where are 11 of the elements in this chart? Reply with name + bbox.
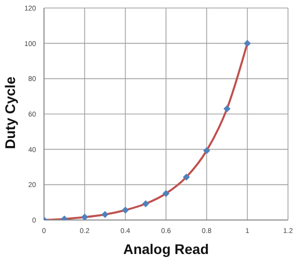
y-axis-title: Duty Cycle bbox=[2, 76, 18, 149]
x-axis-title: Analog Read bbox=[123, 241, 209, 257]
point bbox=[182, 174, 190, 181]
point bbox=[81, 214, 88, 220]
point bbox=[224, 105, 230, 112]
point bbox=[102, 211, 108, 218]
point bbox=[244, 40, 251, 47]
point bbox=[162, 190, 170, 197]
point bbox=[203, 147, 210, 154]
point bbox=[142, 200, 150, 208]
point bbox=[122, 206, 129, 214]
